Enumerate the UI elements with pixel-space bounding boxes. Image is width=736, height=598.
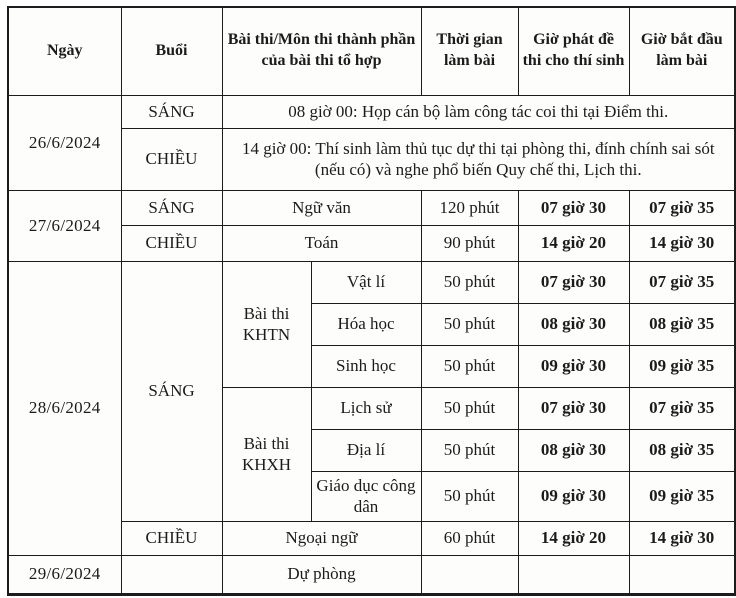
start-time-cell: 08 giờ 35 <box>628 428 736 472</box>
handout-time-cell: 07 giờ 30 <box>517 386 630 430</box>
session-cell: CHIỀU <box>120 224 223 262</box>
start-time-cell: 07 giờ 35 <box>628 260 736 304</box>
group-cell: Bài thi KHTN <box>221 260 312 388</box>
start-time-cell: 07 giờ 35 <box>628 189 736 226</box>
subject-cell: Địa lí <box>310 428 422 472</box>
subject-cell: Ngoại ngữ <box>221 520 422 556</box>
subject-cell: Hóa học <box>310 302 422 346</box>
duration-cell <box>420 554 519 595</box>
header-duration: Thời gian làm bài <box>420 6 519 96</box>
subject-cell: Giáo dục công dân <box>310 470 422 522</box>
duration-cell: 50 phút <box>420 344 519 388</box>
session-cell: SÁNG <box>120 94 223 129</box>
table-header-row: Ngày Buổi Bài thi/Môn thi thành phần của… <box>7 6 736 96</box>
subject-cell: Ngữ văn <box>221 189 422 226</box>
table-row: 27/6/2024 SÁNG Ngữ văn 120 phút 07 giờ 3… <box>7 189 736 262</box>
duration-cell: 50 phút <box>420 470 519 522</box>
handout-time-cell: 09 giờ 30 <box>517 344 630 388</box>
handout-time-cell: 07 giờ 30 <box>517 189 630 226</box>
duration-cell: 120 phút <box>420 189 519 226</box>
session-cell: SÁNG <box>120 260 223 522</box>
handout-time-cell <box>517 554 630 595</box>
start-time-cell: 07 giờ 35 <box>628 386 736 430</box>
subject-cell: Toán <box>221 224 422 262</box>
table-row: 29/6/2024 Dự phòng <box>7 554 736 595</box>
start-time-cell: 09 giờ 35 <box>628 470 736 522</box>
start-time-cell: 08 giờ 35 <box>628 302 736 346</box>
handout-time-cell: 14 giờ 20 <box>517 520 630 556</box>
duration-cell: 60 phút <box>420 520 519 556</box>
subject-cell: Dự phòng <box>221 554 422 595</box>
duration-cell: 50 phút <box>420 428 519 472</box>
header-start-time: Giờ bắt đầu làm bài <box>628 6 736 96</box>
session-cell <box>120 554 223 595</box>
date-cell: 27/6/2024 <box>7 189 122 262</box>
duration-cell: 50 phút <box>420 260 519 304</box>
date-cell: 28/6/2024 <box>7 260 122 556</box>
table-row: Bài thi KHXH Lịch sử 50 phút 07 giờ 30 0… <box>8 386 736 522</box>
group-cell: Bài thi KHXH <box>221 386 312 522</box>
note-cell: 08 giờ 00: Họp cán bộ làm công tác coi t… <box>221 94 736 129</box>
duration-cell: 50 phút <box>420 302 519 346</box>
session-cell: CHIỀU <box>120 520 223 556</box>
header-session: Buổi <box>120 6 223 96</box>
header-date: Ngày <box>7 6 122 96</box>
table-row: 26/6/2024 SÁNG 08 giờ 00: Họp cán bộ làm… <box>7 94 736 191</box>
duration-cell: 90 phút <box>420 224 519 262</box>
start-time-cell <box>628 554 736 595</box>
header-handout-time: Giờ phát đề thi cho thí sinh <box>517 6 630 96</box>
duration-cell: 50 phút <box>420 386 519 430</box>
table-row: CHIỀU Ngoại ngữ 60 phút 14 giờ 20 14 giờ… <box>8 520 736 556</box>
session-cell: SÁNG <box>120 189 223 226</box>
handout-time-cell: 14 giờ 20 <box>517 224 630 262</box>
table-row: CHIỀU Toán 90 phút 14 giờ 20 14 giờ 30 <box>8 224 736 262</box>
subject-cell: Vật lí <box>310 260 422 304</box>
header-subject: Bài thi/Môn thi thành phần của bài thi t… <box>221 6 422 96</box>
handout-time-cell: 08 giờ 30 <box>517 428 630 472</box>
table-row: 28/6/2024 SÁNG Bài thi KHTN Vật lí 50 ph… <box>7 260 736 556</box>
exam-schedule-table: Ngày Buổi Bài thi/Môn thi thành phần của… <box>7 6 736 596</box>
handout-time-cell: 09 giờ 30 <box>517 470 630 522</box>
table-row: Giáo dục công dân 50 phút 09 giờ 30 09 g… <box>8 470 736 522</box>
date-cell: 26/6/2024 <box>7 94 122 191</box>
date-cell: 29/6/2024 <box>7 554 122 595</box>
handout-time-cell: 08 giờ 30 <box>517 302 630 346</box>
start-time-cell: 09 giờ 35 <box>628 344 736 388</box>
start-time-cell: 14 giờ 30 <box>628 224 736 262</box>
handout-time-cell: 07 giờ 30 <box>517 260 630 304</box>
subject-cell: Sinh học <box>310 344 422 388</box>
start-time-cell: 14 giờ 30 <box>628 520 736 556</box>
subject-cell: Lịch sử <box>310 386 422 430</box>
table-row: CHIỀU 14 giờ 00: Thí sinh làm thủ tục dự… <box>8 127 736 191</box>
session-cell: CHIỀU <box>120 127 223 191</box>
note-cell: 14 giờ 00: Thí sinh làm thủ tục dự thi t… <box>221 127 736 191</box>
